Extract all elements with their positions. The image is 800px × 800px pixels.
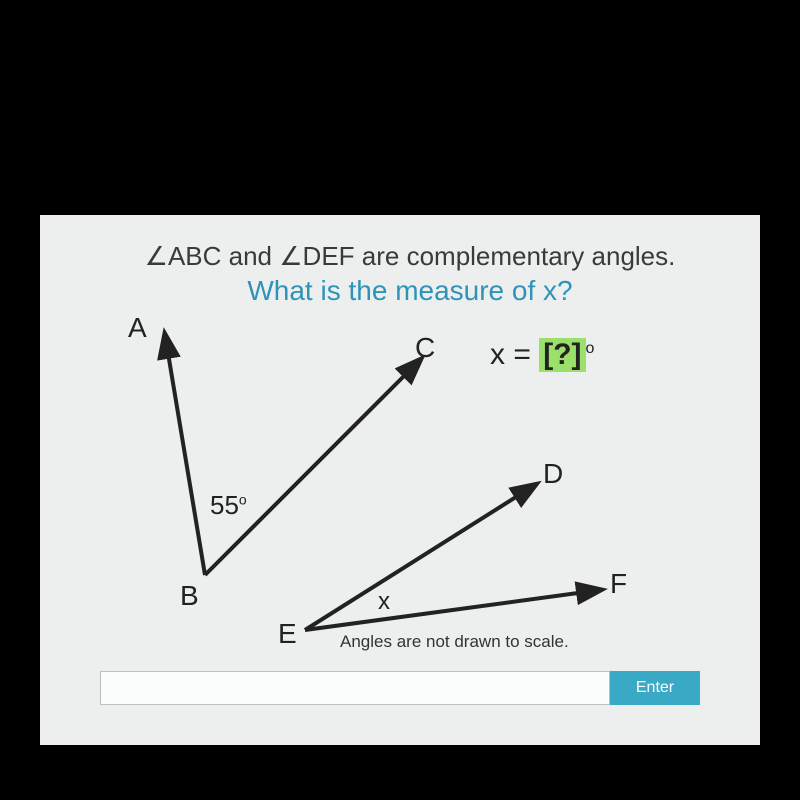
ray-bc bbox=[205, 360, 420, 575]
angle-diagram: A B C D E F 55o x x = [?]o Angles are no… bbox=[80, 310, 720, 650]
angle-name-1: ABC bbox=[168, 241, 221, 271]
ray-ed bbox=[305, 485, 535, 630]
point-label-e: E bbox=[278, 618, 297, 650]
ray-ef bbox=[305, 590, 600, 630]
point-label-f: F bbox=[610, 568, 627, 600]
result-degree: o bbox=[586, 340, 595, 357]
angle-symbol-1: ∠ bbox=[145, 241, 168, 271]
question-panel: ∠ABC and ∠DEF are complementary angles. … bbox=[40, 215, 760, 745]
conjunction: and bbox=[221, 241, 279, 271]
point-label-d: D bbox=[543, 458, 563, 490]
point-label-c: C bbox=[415, 332, 435, 364]
statement-tail: are complementary angles. bbox=[355, 241, 676, 271]
screenshot-root: ∠ABC and ∠DEF are complementary angles. … bbox=[0, 0, 800, 800]
statement-line-1: ∠ABC and ∠DEF are complementary angles. bbox=[120, 241, 700, 272]
angle-name-2: DEF bbox=[303, 241, 355, 271]
answer-placeholder-box: [?] bbox=[539, 338, 585, 372]
question-line: What is the measure of x? bbox=[120, 275, 700, 307]
answer-input[interactable] bbox=[100, 671, 610, 705]
point-label-a: A bbox=[128, 312, 147, 344]
angle-abc-value: 55o bbox=[210, 490, 247, 521]
ray-ba bbox=[165, 335, 205, 575]
answer-row: Enter bbox=[100, 671, 700, 705]
scale-note: Angles are not drawn to scale. bbox=[340, 632, 569, 652]
enter-button[interactable]: Enter bbox=[610, 671, 700, 705]
result-expression: x = [?]o bbox=[490, 338, 594, 372]
result-lhs: x = bbox=[490, 338, 539, 371]
angle-def-var: x bbox=[378, 588, 390, 616]
angle-symbol-2: ∠ bbox=[279, 241, 302, 271]
point-label-b: B bbox=[180, 580, 199, 612]
